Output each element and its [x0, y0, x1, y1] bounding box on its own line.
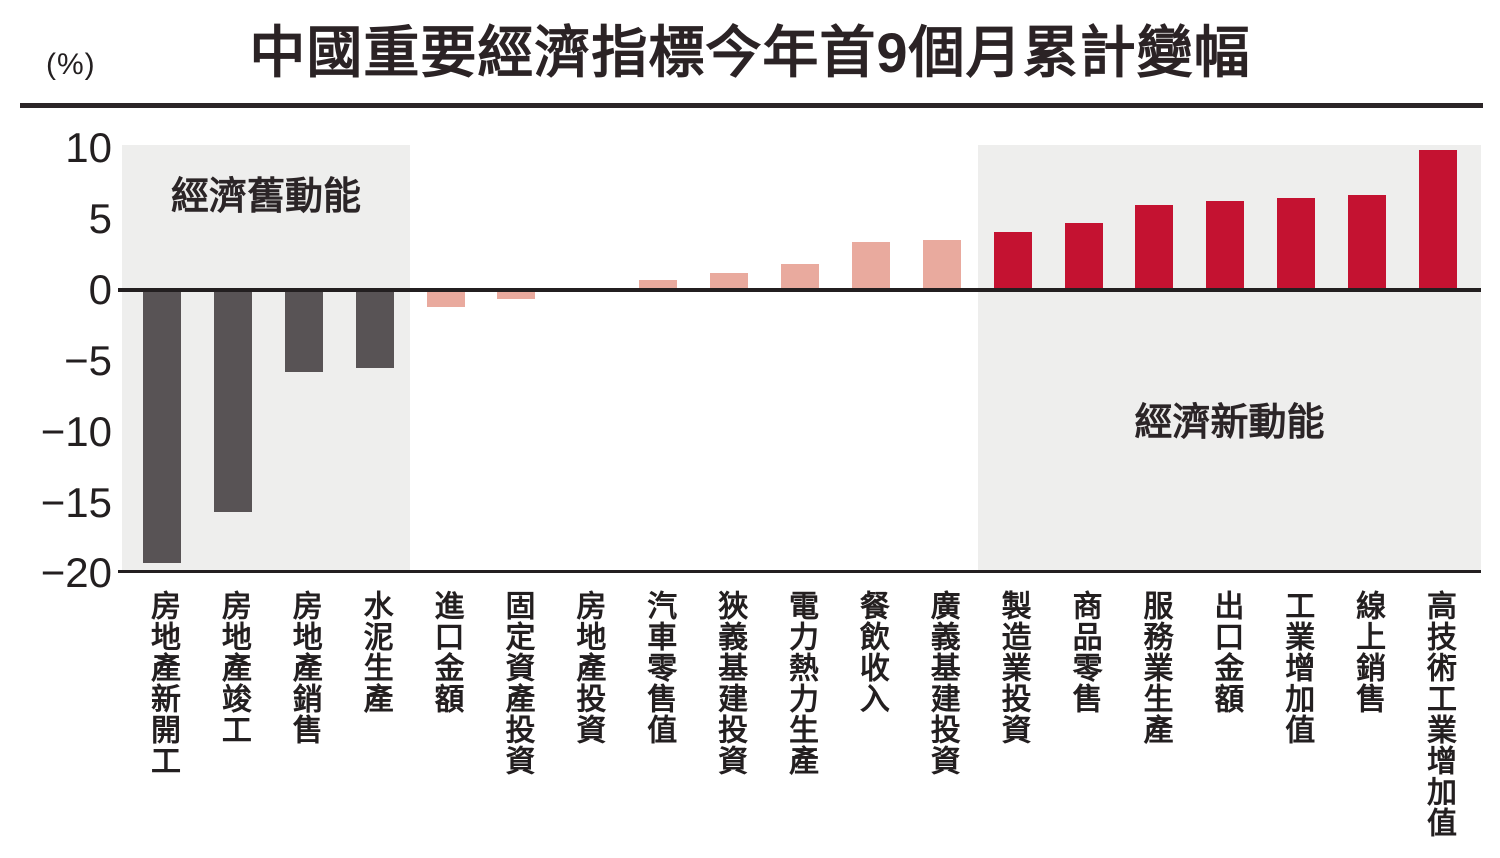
x-axis-label: 工業增加值 — [1280, 590, 1314, 745]
bar-18 — [1348, 195, 1387, 290]
y-axis: 10 5 0 −5 −10 −15 −20 — [0, 0, 112, 620]
bar-4 — [355, 290, 394, 368]
x-axis-label: 進口金額 — [429, 590, 463, 714]
new-momentum-label: 經濟新動能 — [1134, 402, 1325, 444]
x-axis-label: 廣義基建投資 — [925, 590, 959, 776]
bar-6 — [497, 290, 536, 299]
bottom-axis-line — [118, 570, 1481, 573]
title-divider-rule — [20, 103, 1483, 108]
x-axis-label: 房地產銷售 — [287, 590, 321, 745]
bar-11 — [851, 241, 890, 290]
x-axis-label: 房地產投資 — [571, 590, 605, 745]
bar-9 — [710, 272, 749, 290]
bar-1 — [143, 290, 181, 564]
x-axis-label: 固定資產投資 — [500, 590, 534, 776]
x-axis-label: 製造業投資 — [996, 590, 1030, 745]
bar-13 — [993, 231, 1032, 290]
bar-19 — [1419, 149, 1458, 290]
y-tick-label: −20 — [40, 549, 112, 597]
x-axis-label: 高技術工業增加值 — [1422, 590, 1456, 838]
y-tick-label: −10 — [40, 407, 112, 455]
y-tick-label: −15 — [40, 478, 112, 526]
x-axis-label: 商品零售 — [1067, 590, 1101, 714]
bar-5 — [426, 290, 465, 307]
bar-10 — [781, 264, 819, 290]
x-axis-label: 房地產新開工 — [146, 590, 179, 776]
x-axis-label: 線上銷售 — [1351, 590, 1385, 714]
bar-12 — [922, 240, 961, 290]
bar-16 — [1206, 200, 1245, 290]
y-tick-label: 10 — [65, 124, 112, 172]
bar-8 — [639, 280, 678, 290]
x-axis-label: 餐飲收入 — [854, 590, 888, 714]
x-axis-label: 服務業生產 — [1138, 590, 1172, 745]
x-axis-label: 房地產竣工 — [216, 590, 250, 745]
bar-2 — [213, 290, 252, 513]
x-axis-label: 狹義基建投資 — [713, 590, 747, 776]
x-axis-label: 電力熱力生產 — [784, 590, 817, 776]
bar-15 — [1135, 204, 1174, 290]
bar-14 — [1064, 223, 1103, 290]
y-axis-unit-label: (%) — [46, 48, 96, 81]
bar-3 — [284, 290, 323, 373]
bar-17 — [1277, 197, 1316, 290]
x-axis-label: 出口金額 — [1209, 590, 1243, 714]
zero-axis-line — [118, 288, 1481, 292]
y-tick-label: 5 — [88, 195, 112, 243]
old-momentum-label: 經濟舊動能 — [170, 176, 361, 218]
y-tick-label: −5 — [64, 336, 112, 384]
chart-title: 中國重要經濟指標今年首9個月累計變幅 — [249, 21, 1251, 84]
x-axis-label: 汽車零售值 — [642, 590, 676, 745]
x-axis-label: 水泥生產 — [358, 590, 392, 714]
y-tick-label: 0 — [88, 266, 112, 313]
